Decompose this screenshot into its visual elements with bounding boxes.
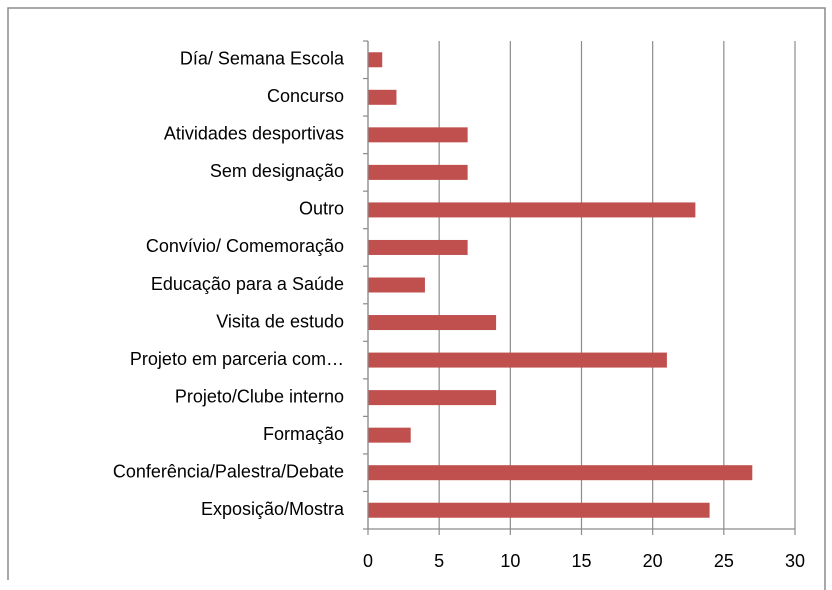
x-tick-label: 15 [571,551,591,571]
bar [368,427,411,443]
y-tick-label: Visita de estudo [216,311,344,331]
bar [368,315,497,331]
y-tick-label: Exposição/Mostra [201,499,345,519]
x-tick-label: 30 [785,551,805,571]
chart-border [7,7,826,590]
y-tick-label: Educação para a Saúde [151,274,344,294]
bar [368,277,425,293]
y-tick-label: Sem designação [210,161,344,181]
y-tick-label: Projeto em parceria com… [130,349,344,369]
bar [368,89,397,105]
y-tick-label: Conferência/Palestra/Debate [113,461,344,481]
y-tick-label: Día/ Semana Escola [180,49,345,69]
y-tick-label: Formação [263,424,344,444]
bar [368,164,468,180]
y-tick-label: Concurso [267,86,344,106]
y-tick-label: Atividades desportivas [164,124,344,144]
bar [368,52,383,68]
bar [368,502,710,518]
x-tick-label: 25 [714,551,734,571]
x-tick-label: 20 [643,551,663,571]
y-tick-label: Outro [299,199,344,219]
y-tick-label: Projeto/Clube interno [175,386,344,406]
bar [368,465,753,481]
y-tick-label: Convívio/ Comemoração [146,236,344,256]
bar [368,352,667,368]
bar [368,202,696,218]
bar [368,127,468,143]
bar [368,239,468,255]
bar [368,390,497,406]
x-tick-label: 10 [500,551,520,571]
x-tick-label: 5 [434,551,444,571]
x-tick-label: 0 [363,551,373,571]
